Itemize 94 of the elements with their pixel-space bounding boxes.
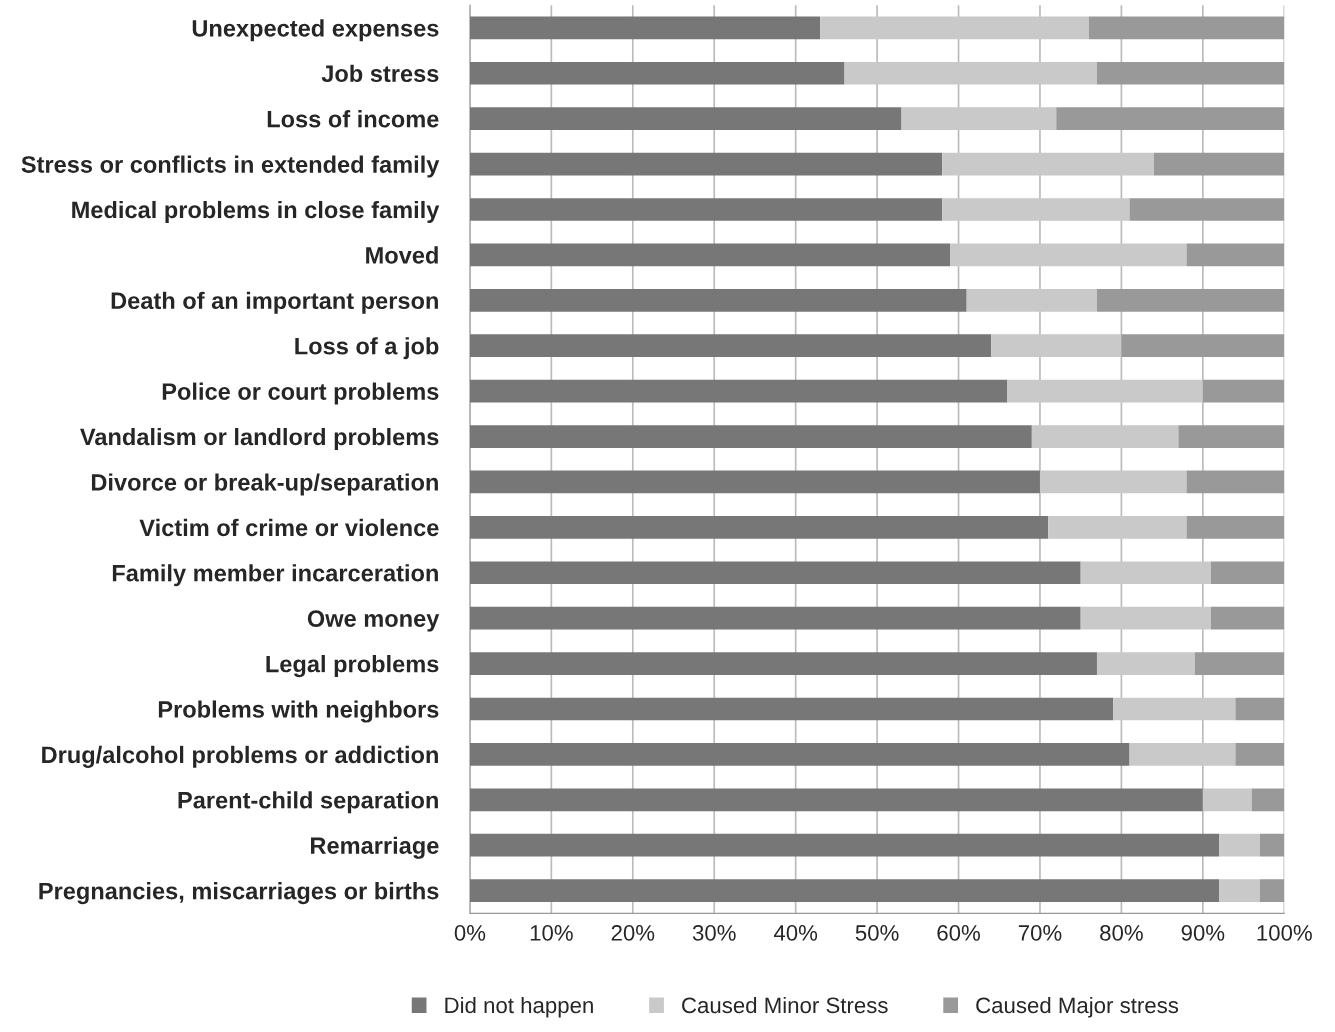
- bar: [469, 788, 1203, 812]
- bar: [1039, 470, 1187, 494]
- y-tick-label: Owe money: [307, 610, 440, 632]
- bar: [1194, 652, 1285, 675]
- bar: [966, 288, 1097, 312]
- y-tick-label: Loss of income: [267, 110, 439, 128]
- bar: [1259, 879, 1285, 902]
- bar: [469, 243, 951, 267]
- y-tick-label: Police or court problems: [162, 382, 439, 405]
- y-tick-label: Victim of crime or violence: [139, 518, 439, 537]
- bar: [469, 288, 967, 312]
- y-tick-label: Pregnancies, miscarriages or births: [39, 882, 439, 905]
- x-tick-label: 90%: [1181, 925, 1225, 941]
- legend-label: Caused Major stress: [976, 996, 1179, 1018]
- bar: [991, 334, 1122, 358]
- bar: [901, 107, 1057, 131]
- bar: [1048, 516, 1187, 539]
- bar: [1113, 697, 1236, 721]
- bar: [469, 743, 1130, 766]
- bar: [469, 379, 1008, 403]
- bar: [1080, 606, 1211, 630]
- y-tick-label: Vandalism or landlord problems: [80, 427, 439, 450]
- bar: [1031, 425, 1179, 448]
- bar: [469, 152, 943, 176]
- x-tick-label: 100%: [1257, 925, 1312, 941]
- bar: [469, 334, 992, 358]
- y-tick-label: Remarriage: [311, 836, 439, 859]
- bar: [942, 152, 1154, 176]
- x-tick-label: 30%: [692, 925, 736, 941]
- bar: [1080, 561, 1211, 585]
- y-tick-label: Divorce or break-up/separation: [91, 473, 438, 496]
- y-tick-label: Parent-child separation: [178, 791, 438, 814]
- bar: [469, 470, 1040, 494]
- bar: [1186, 516, 1285, 539]
- bar: [1202, 788, 1252, 812]
- bar: [1219, 833, 1260, 857]
- x-tick-label: 0%: [454, 925, 486, 941]
- bar: [469, 606, 1081, 630]
- y-tick-label: Death of an important person: [111, 291, 438, 314]
- y-tick-label: Legal problems: [266, 655, 439, 678]
- bar: [1096, 61, 1285, 85]
- bar: [469, 697, 1114, 721]
- x-tick-label: 10%: [530, 925, 573, 941]
- bar: [469, 879, 1220, 902]
- bar: [820, 16, 1089, 40]
- bar: [1153, 152, 1285, 176]
- y-tick-label: Problems with neighbors: [158, 700, 439, 723]
- bar: [1210, 561, 1285, 585]
- bar: [1007, 379, 1203, 403]
- bar: [1210, 606, 1285, 630]
- legend-label: Did not happen: [445, 996, 593, 1018]
- bar: [469, 16, 821, 40]
- bar: [1178, 425, 1285, 448]
- bar: [469, 652, 1097, 675]
- bar: [1202, 379, 1285, 403]
- bar: [1129, 198, 1285, 221]
- bar: [1251, 788, 1285, 812]
- bar: [469, 425, 1032, 448]
- y-tick-label: Stress or conflicts in extended family: [21, 155, 440, 178]
- x-tick-label: 60%: [937, 925, 980, 941]
- bar: [1259, 833, 1285, 857]
- y-tick-label: Job stress: [321, 64, 439, 83]
- x-tick-label: 70%: [1018, 925, 1062, 941]
- bar: [1235, 743, 1285, 766]
- bar: [1096, 288, 1285, 312]
- bar: [1088, 16, 1285, 40]
- bar: [1219, 879, 1260, 902]
- bar: [942, 198, 1130, 221]
- bar: [469, 61, 845, 85]
- x-tick-label: 20%: [611, 925, 655, 941]
- x-tick-label: 40%: [773, 925, 818, 941]
- x-tick-label: 50%: [855, 925, 899, 941]
- y-tick-label: Unexpected expenses: [192, 19, 439, 42]
- bar: [1121, 334, 1285, 358]
- y-tick-label: Drug/alcohol problems or addiction: [42, 745, 438, 768]
- bar: [469, 833, 1220, 857]
- y-tick-label: Loss of a job: [295, 337, 439, 360]
- bar: [469, 561, 1081, 585]
- bar: [1186, 243, 1285, 267]
- bar: [844, 61, 1097, 85]
- y-tick-label: Medical problems in close family: [72, 200, 440, 223]
- bar: [469, 516, 1049, 539]
- bar: [1056, 107, 1285, 131]
- bar: [950, 243, 1187, 267]
- legend-label: Caused Minor Stress: [682, 996, 888, 1014]
- x-tick-label: 80%: [1100, 925, 1143, 941]
- bar: [1096, 652, 1195, 675]
- bar: [1186, 470, 1285, 494]
- y-tick-label: Moved: [366, 246, 438, 264]
- bar: [469, 198, 943, 221]
- bar: [1235, 697, 1285, 721]
- bar: [1129, 743, 1236, 766]
- y-tick-label: Family member incarceration: [112, 564, 438, 587]
- bar: [469, 107, 902, 131]
